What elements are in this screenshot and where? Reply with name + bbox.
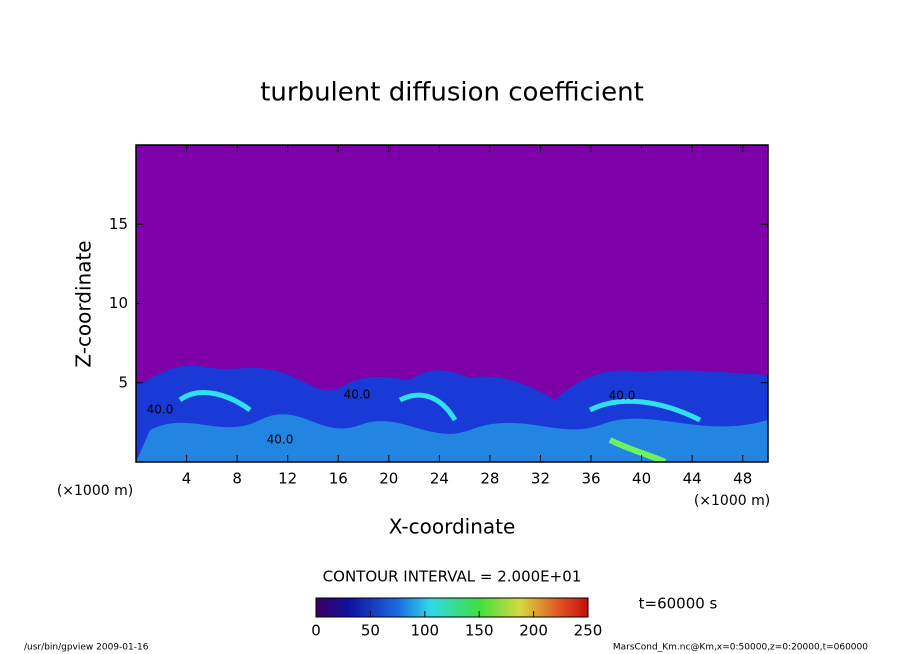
colorbar-tick-label: 50 (361, 622, 380, 640)
turbulent-swirl (178, 390, 702, 423)
turbulent-swirl (608, 437, 667, 462)
x-tick-label: 40 (632, 470, 651, 488)
x-tick-label: 44 (683, 470, 702, 488)
y-tick-label: 15 (109, 215, 128, 233)
x-tick-label: 12 (278, 470, 297, 488)
x-unit-left: (×1000 m) (57, 483, 133, 499)
x-tick-label: 28 (480, 470, 499, 488)
colorbar-tick-label: 100 (410, 622, 439, 640)
colorbar-tick-label: 250 (574, 622, 603, 640)
x-unit: (×1000 m) (694, 493, 770, 509)
contour-label: 40.0 (609, 389, 636, 403)
chart-title: turbulent diffusion coefficient (260, 78, 644, 108)
y-axis-title: Z-coordinate (72, 240, 96, 367)
x-axis-title: X-coordinate (389, 515, 516, 539)
y-tick-label: 5 (118, 373, 128, 391)
colorbar-tick-label: 200 (519, 622, 548, 640)
y-tick-label: 10 (109, 294, 128, 312)
x-tick-label: 8 (232, 470, 242, 488)
x-tick-label: 24 (430, 470, 449, 488)
colorbar-tick-label: 0 (311, 622, 321, 640)
x-tick-label: 4 (182, 470, 192, 488)
time-label: t=60000 s (639, 595, 718, 613)
footer-left: /usr/bin/gpview 2009-01-16 (24, 643, 149, 653)
x-tick-label: 20 (379, 470, 398, 488)
field (136, 365, 768, 462)
colorbar-tick-label: 150 (465, 622, 494, 640)
contour-label: 40.0 (267, 433, 294, 447)
x-tick-label: 48 (733, 470, 752, 488)
footer-right: MarsCond_Km.nc@Km,x=0:50000,z=0:20000,t=… (613, 643, 868, 653)
contour-interval: CONTOUR INTERVAL = 2.000E+01 (323, 568, 582, 586)
contour-label: 40.0 (344, 388, 371, 402)
turbulent-swirl (136, 414, 768, 462)
x-tick-label: 16 (329, 470, 348, 488)
x-tick-label: 36 (581, 470, 600, 488)
x-tick-label: 32 (531, 470, 550, 488)
contour-label: 40.0 (147, 403, 174, 417)
colorbar (315, 597, 589, 618)
